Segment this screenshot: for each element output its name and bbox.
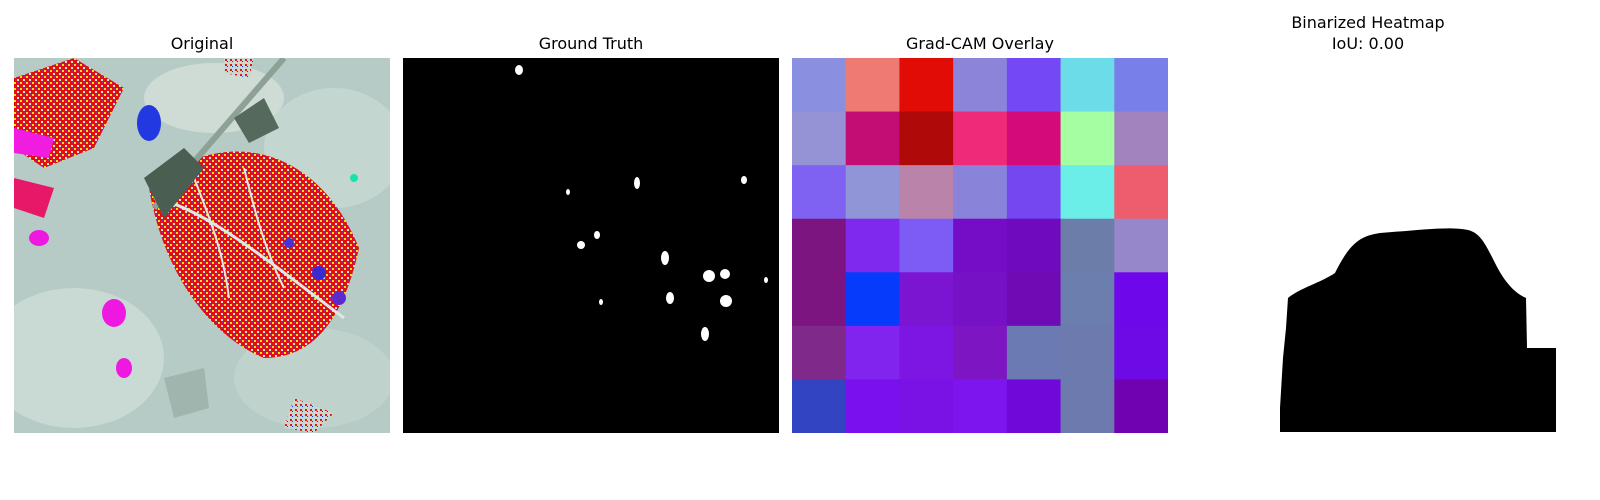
gradcam-cell-r2-c4 xyxy=(1006,165,1062,220)
gradcam-cell-r0-c0 xyxy=(792,58,847,113)
gradcam-cell-r1-c1 xyxy=(845,111,900,166)
gradcam-cell-r4-c6 xyxy=(1114,272,1168,327)
gradcam-cell-r4-c3 xyxy=(953,272,1008,327)
gradcam-cell-r6-c2 xyxy=(899,379,954,433)
gradcam-cell-r3-c4 xyxy=(1006,218,1062,273)
gradcam-cell-r1-c6 xyxy=(1114,111,1168,166)
gradcam-cell-r0-c2 xyxy=(899,58,954,113)
gradcam-cell-r2-c2 xyxy=(899,165,954,220)
gradcam-cell-r0-c6 xyxy=(1114,58,1168,113)
gradcam-cell-r4-c1 xyxy=(845,272,900,327)
gradcam-cell-r2-c1 xyxy=(845,165,900,220)
gradcam-cell-r6-c5 xyxy=(1060,379,1115,433)
gradcam-overlay-heatmap xyxy=(792,58,1168,433)
gradcam-cell-r5-c4 xyxy=(1006,325,1062,380)
gradcam-cell-r3-c5 xyxy=(1060,218,1115,273)
gradcam-cell-r4-c4 xyxy=(1006,272,1062,327)
gradcam-cell-r5-c1 xyxy=(845,325,900,380)
gradcam-cell-r0-c4 xyxy=(1006,58,1062,113)
gradcam-cell-r4-c2 xyxy=(899,272,954,327)
binarized-heatmap xyxy=(1180,58,1556,433)
gradcam-cell-r4-c0 xyxy=(792,272,847,327)
gradcam-cell-r5-c2 xyxy=(899,325,954,380)
ground-truth-title: Ground Truth xyxy=(538,34,644,53)
gradcam-cell-r4-c5 xyxy=(1060,272,1115,327)
gradcam-cell-r2-c5 xyxy=(1060,165,1115,220)
gradcam-cell-r2-c3 xyxy=(953,165,1008,220)
binarized-heatmap-title: Binarized Heatmap xyxy=(1291,13,1445,32)
gradcam-cell-r0-c3 xyxy=(953,58,1008,113)
gradcam-cell-r1-c3 xyxy=(953,111,1008,166)
gradcam-cell-r2-c6 xyxy=(1114,165,1168,220)
gradcam-cell-r0-c5 xyxy=(1060,58,1115,113)
gradcam-cell-r0-c1 xyxy=(845,58,900,113)
original-title: Original xyxy=(170,34,234,53)
gradcam-cell-r3-c0 xyxy=(792,218,847,273)
gradcam-cell-r6-c6 xyxy=(1114,379,1168,433)
gradcam-cell-r3-c2 xyxy=(899,218,954,273)
gradcam-cell-r6-c1 xyxy=(845,379,900,433)
gradcam-cell-r3-c6 xyxy=(1114,218,1168,273)
gradcam-cell-r6-c0 xyxy=(792,379,847,433)
gradcam-cell-r1-c0 xyxy=(792,111,847,166)
binarized-region xyxy=(1280,228,1556,432)
gradcam-cell-r5-c0 xyxy=(792,325,847,380)
gradcam-cell-r1-c4 xyxy=(1006,111,1062,166)
gradcam-cell-r5-c6 xyxy=(1114,325,1168,380)
original-image xyxy=(14,58,390,433)
ground-truth-mask xyxy=(403,58,779,433)
gradcam-cell-r5-c3 xyxy=(953,325,1008,380)
gradcam-cell-r6-c3 xyxy=(953,379,1008,433)
gradcam-overlay-title: Grad-CAM Overlay xyxy=(906,34,1054,53)
iou-score-label: IoU: 0.00 xyxy=(1331,34,1405,53)
gradcam-cell-r3-c3 xyxy=(953,218,1008,273)
gradcam-cell-r5-c5 xyxy=(1060,325,1115,380)
gradcam-cell-r2-c0 xyxy=(792,165,847,220)
gradcam-cell-r1-c5 xyxy=(1060,111,1115,166)
gradcam-cell-r3-c1 xyxy=(845,218,900,273)
gradcam-cell-r1-c2 xyxy=(899,111,954,166)
gradcam-cell-r6-c4 xyxy=(1006,379,1062,433)
